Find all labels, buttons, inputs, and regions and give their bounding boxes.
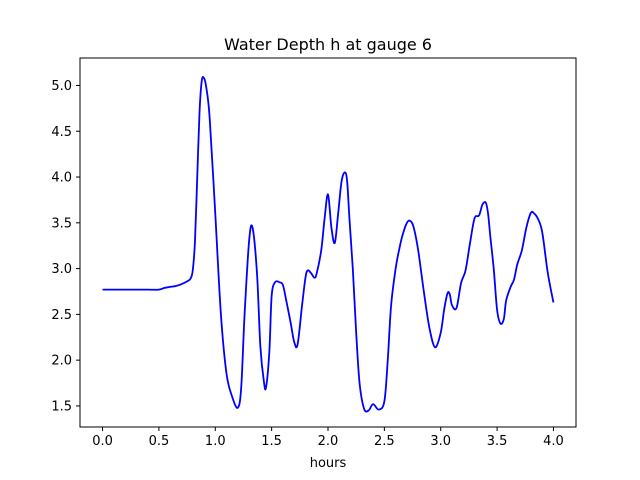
chart-title: Water Depth h at gauge 6 xyxy=(224,35,432,54)
x-tick-label: 0.0 xyxy=(92,434,113,449)
series-layer xyxy=(102,76,555,413)
y-tick-label: 2.5 xyxy=(51,308,72,323)
y-tick-label: 4.0 xyxy=(51,171,72,186)
y-tick-label: 4.5 xyxy=(51,125,72,140)
x-tick-label: 1.0 xyxy=(205,434,226,449)
x-tick-label: 0.5 xyxy=(149,434,170,449)
y-tick-label: 3.5 xyxy=(51,216,72,231)
y-tick-label: 2.0 xyxy=(51,354,72,369)
x-axis-label: hours xyxy=(310,456,347,471)
x-tick-label: 4.0 xyxy=(543,434,564,449)
y-tick-label: 3.0 xyxy=(51,262,72,277)
y-axis: 1.5 2.0 2.5 3.0 3.5 4.0 4.5 5.0 xyxy=(51,79,80,414)
x-axis: 0.0 0.5 1.0 1.5 2.0 2.5 3.0 3.5 4.0 xyxy=(92,427,564,449)
x-tick-label: 2.0 xyxy=(318,434,339,449)
x-tick-label: 2.5 xyxy=(374,434,395,449)
series-line-water-depth xyxy=(102,76,555,413)
x-tick-label: 3.5 xyxy=(487,434,508,449)
x-tick-label: 1.5 xyxy=(261,434,282,449)
y-tick-label: 1.5 xyxy=(51,399,72,414)
y-tick-label: 5.0 xyxy=(51,79,72,94)
x-tick-label: 3.0 xyxy=(430,434,451,449)
